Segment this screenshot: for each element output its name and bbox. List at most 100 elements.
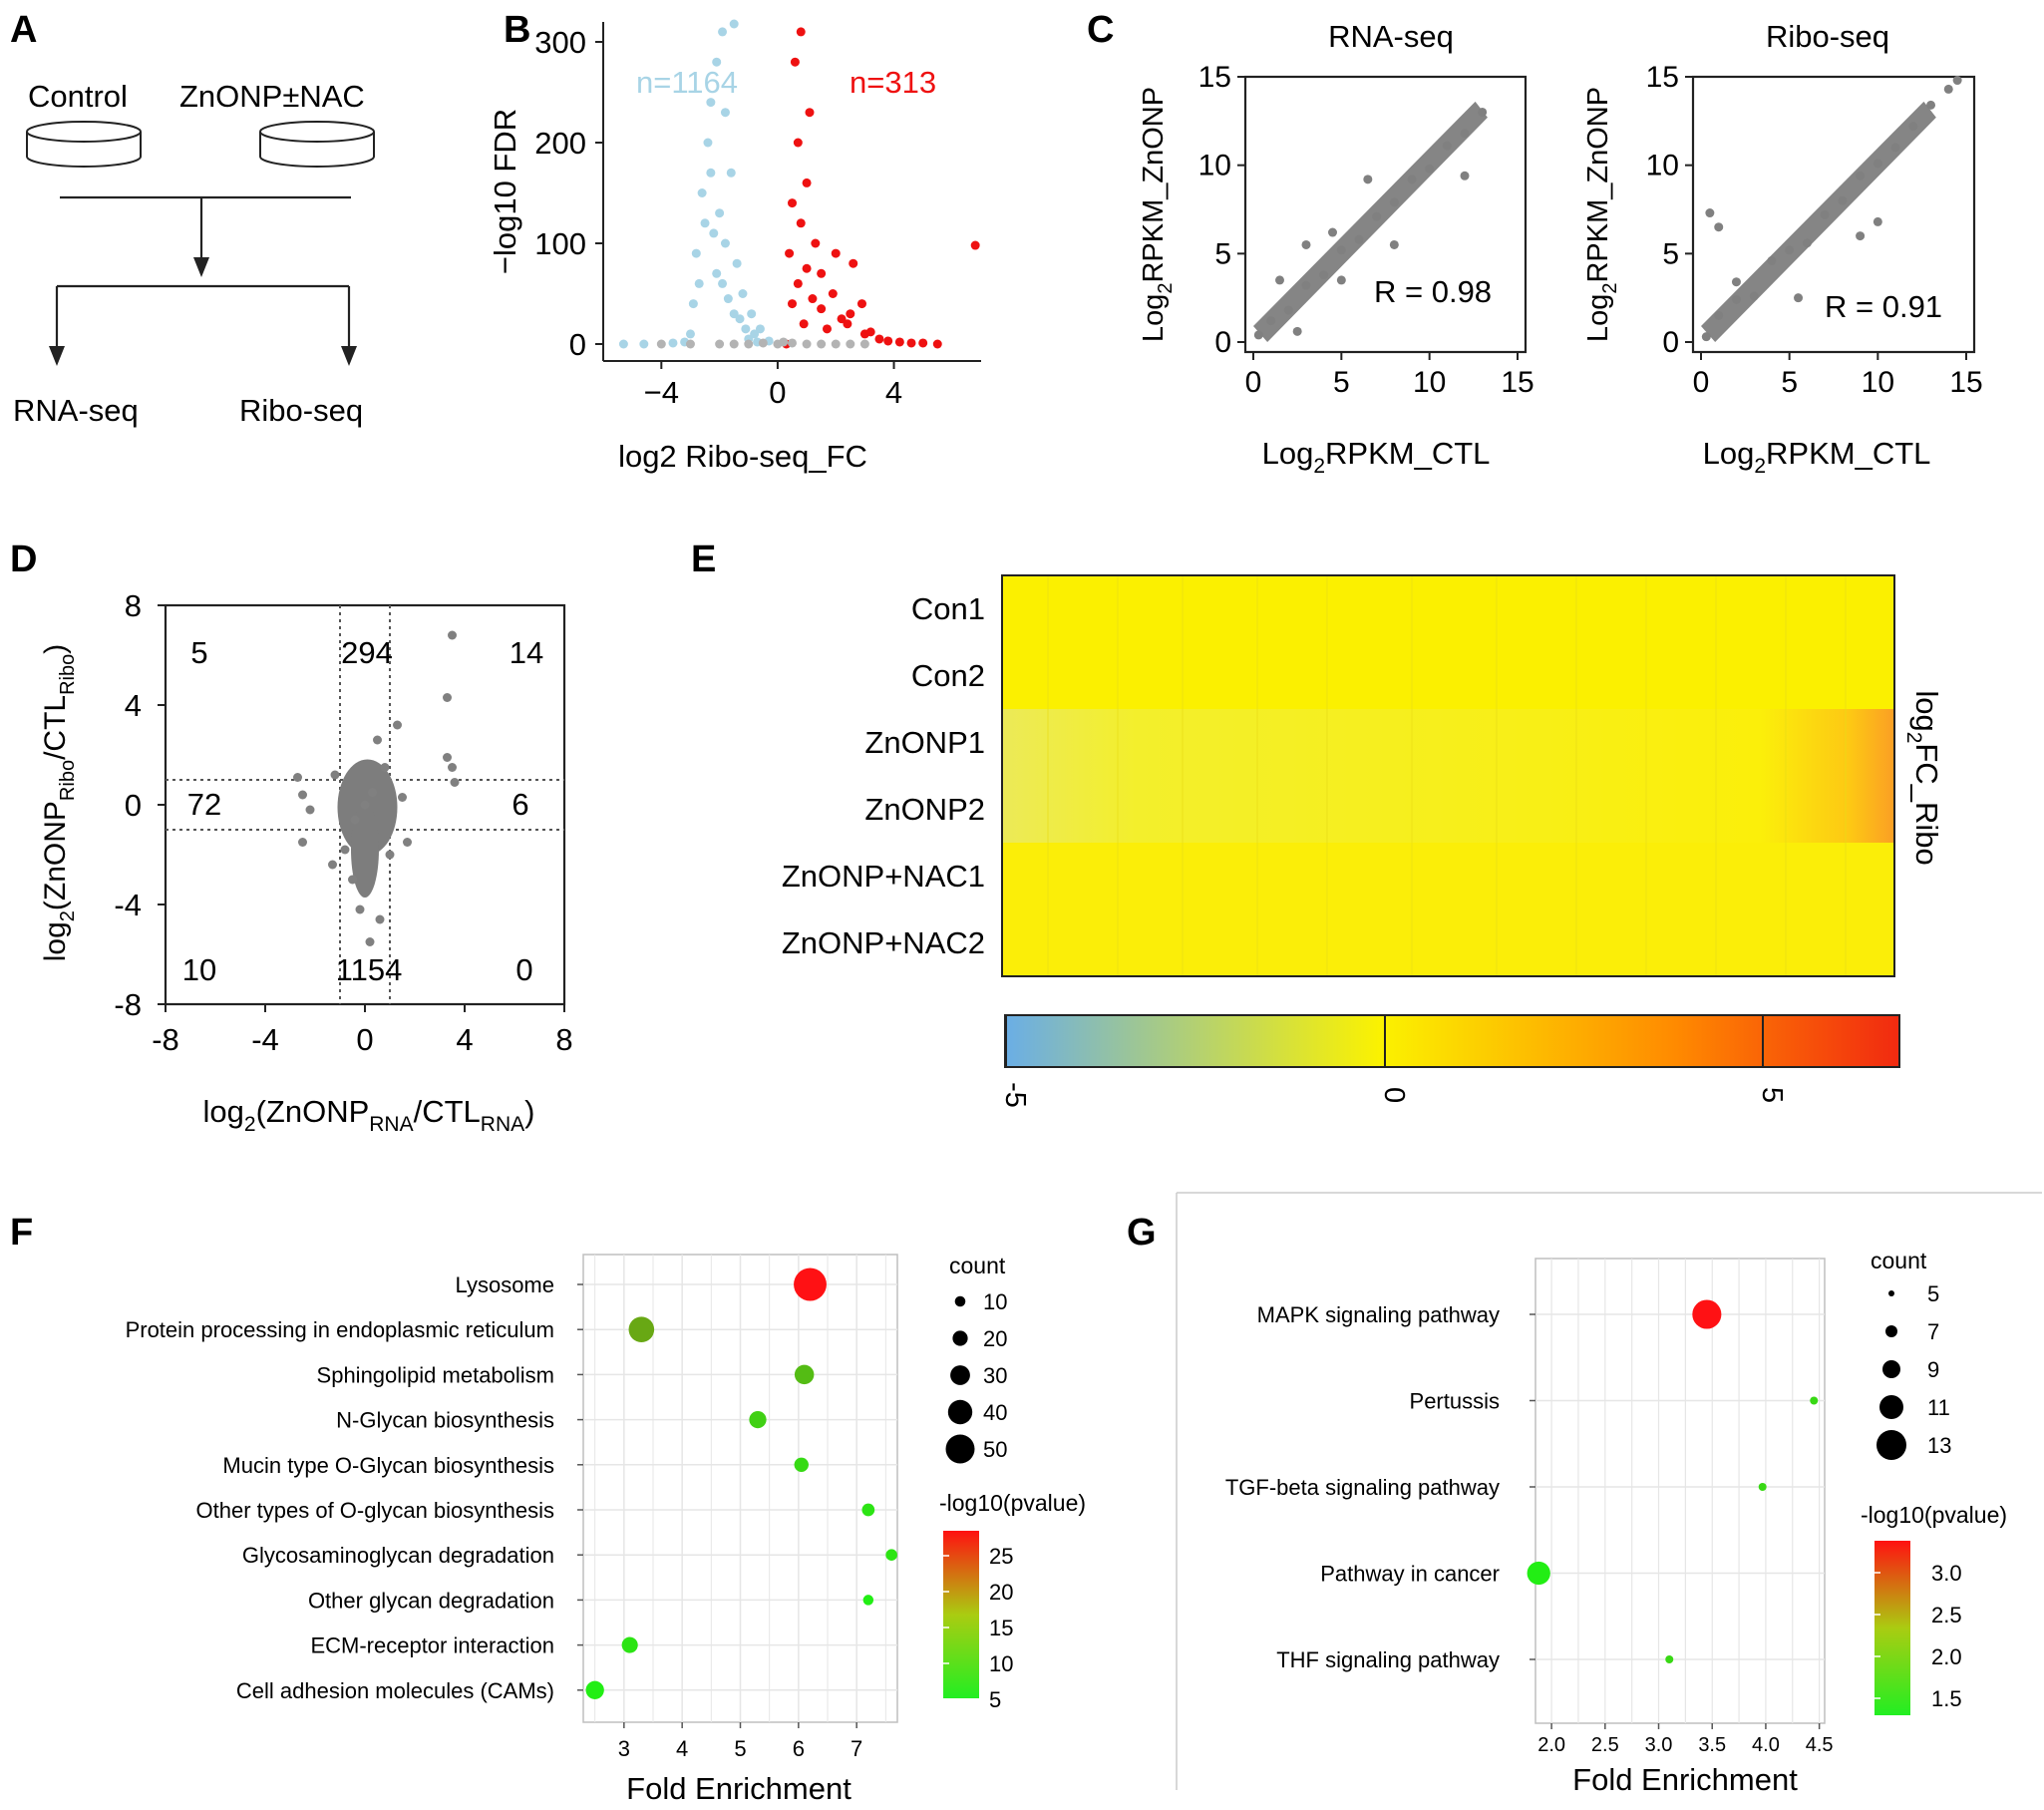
b-x-tick-label: 0 [769, 375, 786, 410]
b-point [618, 339, 628, 349]
ribo-correlation: R = 0.91 [1825, 289, 1942, 324]
g-x-tick-label: 4.5 [1806, 1734, 1834, 1756]
f-count-legend-dot [954, 1295, 966, 1307]
c-point [1731, 277, 1741, 287]
panel-f: F Lysosome Protein processing in endoplas… [10, 1212, 1086, 1806]
f-count-legend-dot [952, 1330, 968, 1346]
d-point [403, 838, 412, 847]
c-point [1749, 291, 1759, 301]
f-category-label: N-Glycan biosynthesis [336, 1408, 554, 1433]
rna-seq-title: RNA-seq [1328, 19, 1454, 54]
b-point [685, 329, 695, 339]
c-point [1873, 159, 1882, 169]
panel-letter-f: F [10, 1212, 33, 1254]
c-point [1714, 310, 1724, 320]
b-point [729, 19, 739, 29]
f-category-label: Sphingolipid metabolism [317, 1362, 554, 1387]
d-point [305, 805, 315, 815]
b-y-tick-label: 300 [534, 25, 586, 60]
f-dot [885, 1549, 897, 1561]
b-point [720, 238, 730, 248]
rna-y-axis-label: Log2RPKM_ZnONP [1138, 87, 1177, 342]
b-point [718, 27, 728, 37]
panel-b: B 0 100 200 300 −4 0 4 −log10 FDR log2 Ribo-se… [488, 9, 981, 474]
enrichment-plot-g: MAPK signaling pathway Pertussis TGF-beta … [1225, 1258, 1834, 1756]
heatmap-stripe [1496, 576, 1498, 975]
c-point [1253, 330, 1263, 340]
b-point [883, 336, 893, 346]
g-x-tick-label: 2.5 [1591, 1734, 1619, 1756]
rna-x-axis-label: Log2RPKM_CTL [1262, 436, 1491, 478]
b-point [732, 258, 742, 268]
c-point [1389, 239, 1399, 249]
c-point [1926, 100, 1936, 110]
b-point [639, 339, 649, 349]
f-dot [794, 1364, 815, 1385]
d-x-axis-label: log2(ZnONPRNA/CTLRNA) [203, 1094, 535, 1136]
row-label-znonp1: ZnONP1 [864, 725, 985, 760]
b-point [918, 338, 928, 348]
heatmap [1001, 574, 1895, 977]
b-point [970, 240, 980, 250]
b-point [685, 339, 695, 349]
g-category-label: Pertussis [1410, 1389, 1500, 1414]
c-y-tick-label: 0 [1662, 326, 1679, 359]
g-category-label: TGF-beta signaling pathway [1225, 1475, 1500, 1500]
b-point [668, 338, 678, 348]
panel-letter-g: G [1127, 1212, 1157, 1254]
b-point [793, 138, 803, 148]
c-point [1275, 275, 1284, 285]
b-point [700, 218, 710, 228]
f-dot [749, 1411, 767, 1429]
b-point [729, 339, 739, 349]
row-label-con2: Con2 [911, 658, 985, 693]
heatmap-side-label: log2FC_Ribo [1902, 690, 1944, 865]
c-x-tick-label: 15 [1501, 366, 1533, 399]
c-y-tick-label: 10 [1646, 150, 1679, 182]
g-x-tick-label: 3.0 [1645, 1734, 1673, 1756]
d-x-tick-label: 4 [456, 1022, 473, 1057]
d-point [328, 860, 337, 870]
g-count-legend-title: count [1871, 1248, 1927, 1273]
c-point [1943, 84, 1953, 94]
d-point [350, 815, 360, 825]
heatmap-row-znonp [1002, 709, 1894, 843]
b-point [906, 338, 916, 348]
d-quadrant-count: 5 [190, 635, 207, 670]
d-point [298, 838, 307, 847]
f-count-legend: 10 20 30 40 50 [945, 1289, 1007, 1464]
b-point [831, 339, 841, 349]
c-point [1731, 294, 1741, 304]
d-point [373, 735, 382, 745]
c-point [1767, 255, 1777, 265]
b-point [811, 238, 821, 248]
d-y-tick-label: 4 [125, 688, 142, 723]
b-point [755, 324, 765, 334]
b-point [735, 314, 745, 324]
c-point [1336, 275, 1346, 285]
c-x-tick-label: 10 [1862, 366, 1894, 399]
g-dot [1758, 1483, 1767, 1491]
arrowheads [49, 257, 357, 366]
c-point [1328, 227, 1337, 237]
d-point [293, 773, 302, 782]
b-point [718, 278, 728, 288]
d-point [340, 845, 350, 855]
heatmap-stripe [1117, 576, 1119, 975]
c-point [1292, 326, 1302, 336]
g-pvalue-legend: 3.0 2.5 2.0 1.5 [1874, 1561, 1962, 1711]
b-x-tick-label: −4 [644, 375, 679, 410]
f-count-legend-label: 30 [983, 1363, 1007, 1388]
b-point [817, 268, 827, 278]
c-point [1873, 216, 1882, 226]
f-count-legend-label: 50 [983, 1437, 1007, 1462]
g-count-legend-dot [1876, 1430, 1906, 1460]
f-category-label: Glycosaminoglycan degradation [242, 1543, 554, 1568]
ribo-scatter: 00 5 5 10 10 15 15 [1646, 61, 1983, 399]
c-frame [1243, 75, 1528, 354]
d-quadrant-count: 72 [187, 787, 221, 822]
treatment-dish-icon [259, 121, 375, 168]
d-x-tick-label: 0 [356, 1022, 373, 1057]
b-point [802, 178, 812, 187]
